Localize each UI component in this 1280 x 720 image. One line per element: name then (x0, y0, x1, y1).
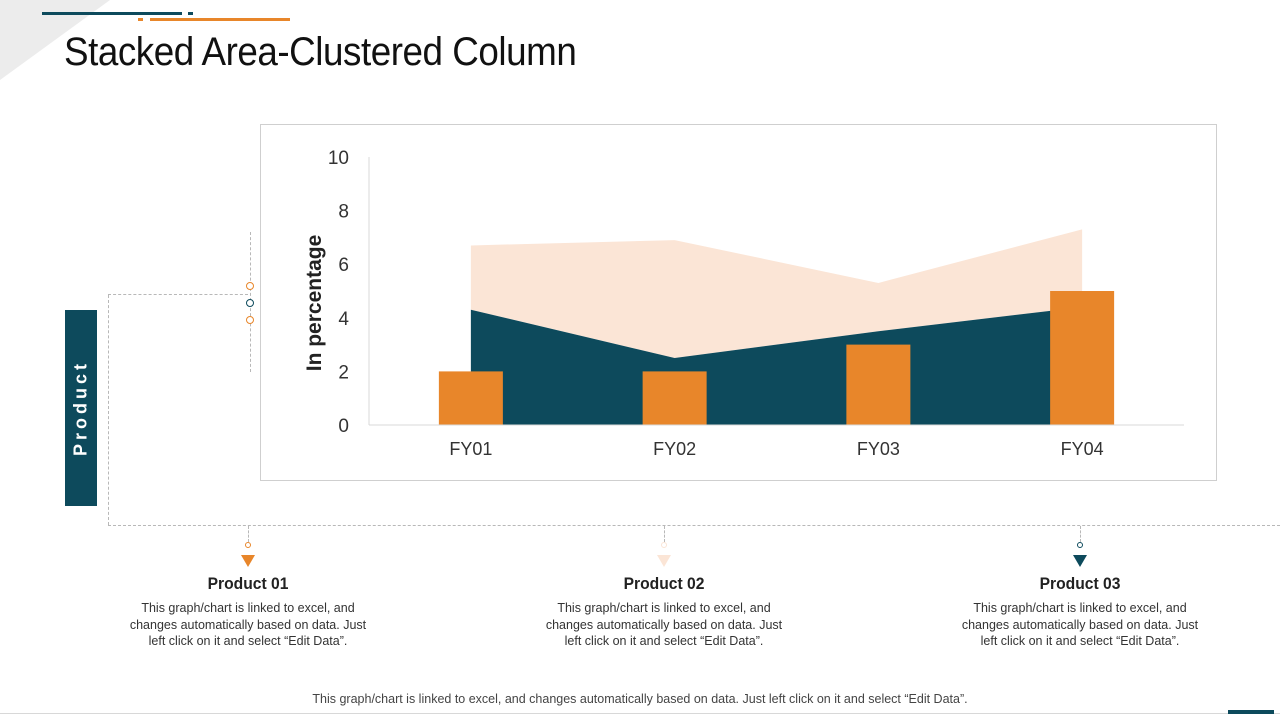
chart-svg: 0 2 4 6 8 10 FY01 FY02 FY03 FY04 In percentage (303, 148, 1184, 459)
drop-dot-1 (245, 542, 251, 548)
y-tick-label: 2 (338, 362, 349, 383)
x-tick-label: FY04 (1061, 439, 1104, 459)
y-tick-label: 4 (338, 309, 349, 330)
y-axis-title: In percentage (303, 235, 326, 372)
drop-dot-3 (1077, 542, 1083, 548)
connector-vertical-left (108, 295, 109, 525)
page-title: Stacked Area-Clustered Column (64, 30, 577, 74)
product-card-description: This graph/chart is linked to excel, and… (961, 601, 1199, 648)
product-card-title: Product 02 (623, 574, 705, 593)
bar-fy03 (846, 344, 911, 425)
y-tick-label: 6 (338, 255, 349, 276)
area-series-product-03 (470, 307, 1083, 425)
product-card-title: Product 01 (207, 574, 289, 593)
y-tick-label: 8 (338, 202, 349, 223)
product-card-description: This graph/chart is linked to excel, and… (545, 601, 783, 648)
drop-line-1 (248, 526, 249, 542)
drop-marker-2 (657, 555, 671, 567)
bottom-accent-tab (1228, 710, 1274, 714)
chart-frame[interactable]: 0 2 4 6 8 10 FY01 FY02 FY03 FY04 In percentage (260, 124, 1217, 481)
product-sidebar (65, 310, 97, 506)
bar-fy01 (438, 371, 503, 425)
y-tick-label: 10 (328, 148, 349, 169)
product-card-2: Product 02 This graph/chart is linked to… (539, 574, 789, 650)
connector-node-3 (246, 316, 254, 324)
header-accent-dot-orange (138, 18, 143, 21)
connector-node-2 (246, 299, 254, 307)
product-card-1: Product 01 This graph/chart is linked to… (123, 574, 373, 650)
bottom-divider (0, 713, 1280, 714)
drop-dot-2 (661, 542, 667, 548)
product-sidebar-label: Product (70, 359, 91, 457)
x-tick-label: FY02 (653, 439, 696, 459)
drop-marker-3 (1073, 555, 1087, 567)
footer-note: This graph/chart is linked to excel, and… (312, 692, 968, 706)
header-accent-line-orange (150, 18, 290, 21)
connector-node-1 (246, 282, 254, 290)
x-tick-label: FY01 (449, 439, 492, 459)
product-card-description: This graph/chart is linked to excel, and… (129, 601, 367, 648)
x-tick-label: FY03 (857, 439, 900, 459)
bar-fy02 (642, 371, 707, 425)
drop-line-2 (664, 526, 665, 542)
product-card-title: Product 03 (1039, 574, 1121, 593)
connector-top (108, 294, 248, 295)
area-series-product-02 (470, 229, 1083, 358)
header-accent-line-navy (42, 12, 182, 15)
drop-marker-1 (241, 555, 255, 567)
product-card-3: Product 03 This graph/chart is linked to… (955, 574, 1205, 650)
drop-line-3 (1080, 526, 1081, 542)
bar-fy04 (1050, 291, 1115, 425)
y-tick-label: 0 (338, 416, 349, 437)
header-accent-dot-navy (188, 12, 193, 15)
connector-bottom (108, 525, 1280, 526)
